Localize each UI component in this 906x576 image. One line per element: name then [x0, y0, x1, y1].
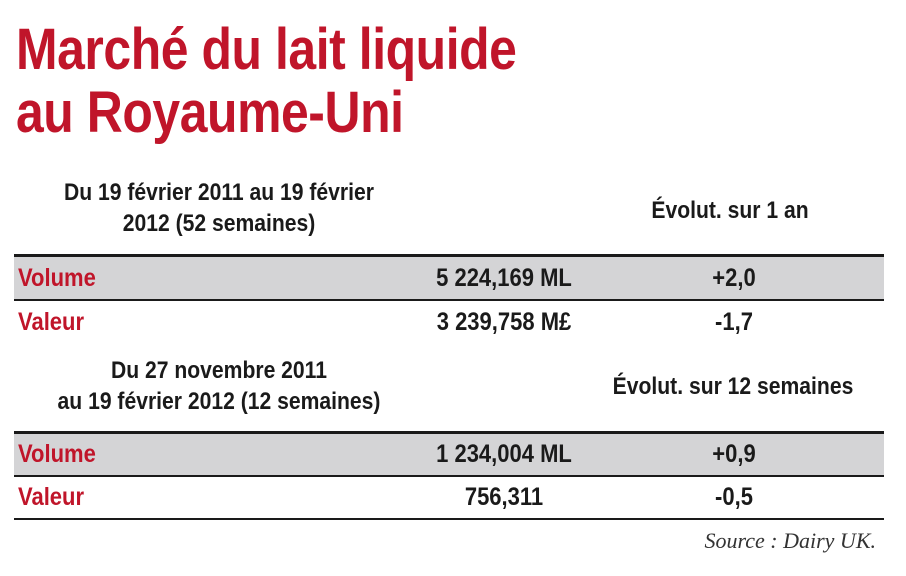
title-line-1: Marché du lait liquide — [16, 17, 517, 82]
section-2-change-header: Évolut. sur 12 semaines — [612, 373, 854, 400]
section-1-top-rule — [14, 254, 884, 257]
row-change: -1,7 — [715, 308, 753, 336]
source-note: Source : Dairy UK. — [704, 528, 877, 553]
section-2-period: Du 27 novembre 2011 au 19 février 2012 (… — [39, 355, 400, 417]
section-2-top-rule — [14, 431, 884, 434]
row-label: Valeur — [18, 483, 85, 511]
section-1-period-line-1: Du 19 février 2011 au 19 février — [64, 179, 374, 206]
section-1-change-header: Évolut. sur 1 an — [651, 197, 809, 224]
row-change: -0,5 — [715, 483, 753, 511]
section-2-period-line-2: au 19 février 2012 (12 semaines) — [57, 388, 381, 415]
table-row: Valeur 3 239,758 M£ -1,7 — [14, 301, 884, 343]
table-row: Valeur 756,311 -0,5 — [14, 477, 884, 518]
page-title: Marché du lait liquide au Royaume-Uni — [16, 18, 517, 144]
row-label: Volume — [18, 440, 96, 468]
section-1-period-line-2: 2012 (52 semaines) — [122, 210, 316, 237]
row-value: 5 224,169 ML — [436, 264, 572, 292]
row-change: +0,9 — [712, 440, 756, 468]
row-label: Volume — [18, 264, 96, 292]
row-divider — [14, 475, 884, 477]
row-value: 756,311 — [464, 483, 544, 511]
row-value: 3 239,758 M£ — [436, 308, 572, 336]
table-row: Volume 5 224,169 ML +2,0 — [14, 257, 884, 299]
row-change: +2,0 — [712, 264, 756, 292]
section-1-period: Du 19 février 2011 au 19 février 2012 (5… — [39, 177, 400, 239]
section-2-period-line-1: Du 27 novembre 2011 — [110, 357, 328, 384]
table-row: Volume 1 234,004 ML +0,9 — [14, 434, 884, 475]
title-line-2: au Royaume-Uni — [16, 80, 404, 145]
row-divider — [14, 299, 884, 301]
row-value: 1 234,004 ML — [436, 440, 572, 468]
section-2-bottom-rule — [14, 518, 884, 520]
row-label: Valeur — [18, 308, 85, 336]
